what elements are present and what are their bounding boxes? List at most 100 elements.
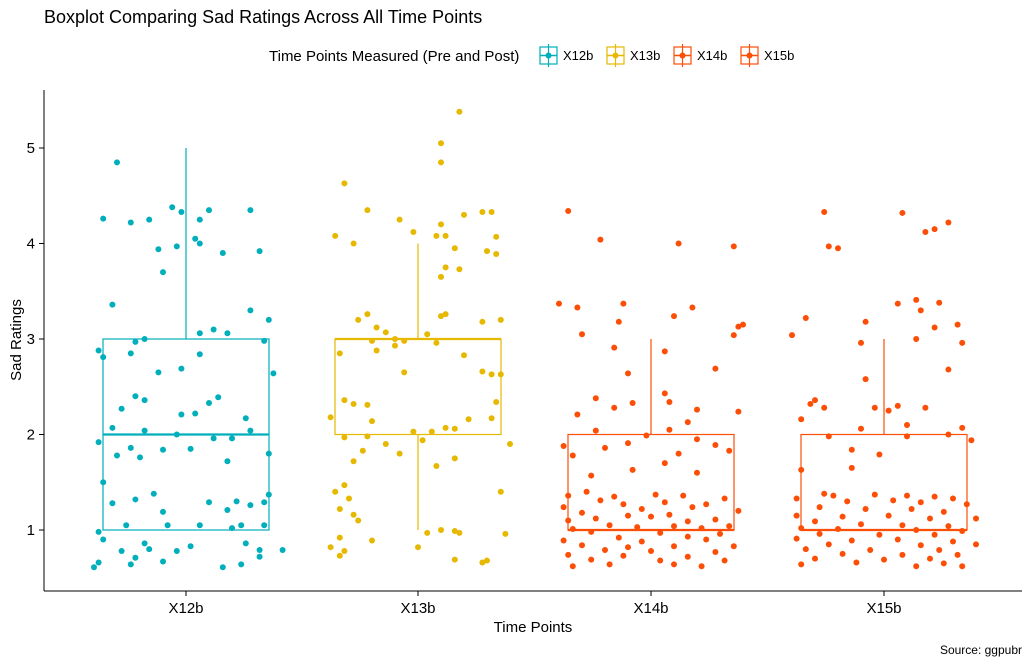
data-point <box>438 273 444 280</box>
data-point <box>698 563 705 570</box>
data-point <box>629 466 636 473</box>
data-point <box>694 406 700 413</box>
data-point <box>438 527 444 533</box>
data-point <box>671 561 677 568</box>
data-point <box>940 560 947 567</box>
x-ticks: X12b X13b X14b X15b <box>168 591 902 617</box>
y-tick-label: 4 <box>27 236 35 253</box>
legend-key-point <box>746 52 753 59</box>
data-point <box>848 464 855 471</box>
points-X12b <box>91 159 286 571</box>
data-point <box>428 428 435 435</box>
data-point <box>908 505 915 512</box>
data-point <box>132 338 139 345</box>
data-point <box>735 507 742 514</box>
data-point <box>885 407 892 414</box>
data-point <box>954 551 961 558</box>
legend-entry-X13b: X13b <box>606 44 660 67</box>
box-X15b <box>800 339 968 532</box>
legend-key-point <box>612 52 619 59</box>
data-point <box>694 469 700 476</box>
data-point <box>224 506 231 513</box>
legend-entry-X12b: X12b <box>539 44 593 67</box>
data-point <box>625 370 631 377</box>
data-point <box>355 517 362 524</box>
data-point <box>132 554 139 561</box>
legend-title: Time Points Measured (Pre and Post) <box>269 48 519 65</box>
data-point <box>141 540 148 547</box>
data-point <box>565 492 572 499</box>
data-point <box>127 219 134 226</box>
data-point <box>922 229 929 236</box>
data-point <box>638 505 645 512</box>
data-point <box>461 211 467 218</box>
data-point <box>821 208 828 215</box>
data-point <box>894 402 901 409</box>
data-point <box>592 427 599 434</box>
data-point <box>114 159 120 166</box>
data-point <box>712 442 719 449</box>
data-point <box>927 555 933 562</box>
data-point <box>270 370 277 377</box>
data-point <box>497 488 504 495</box>
data-point <box>917 307 924 314</box>
data-point <box>488 208 495 215</box>
data-point <box>247 502 254 509</box>
data-point <box>671 313 677 320</box>
data-point <box>127 561 134 568</box>
data-point <box>629 399 636 406</box>
data-point <box>899 551 906 558</box>
data-point <box>661 390 668 397</box>
data-point <box>265 316 272 323</box>
data-point <box>178 365 185 372</box>
data-point <box>341 548 348 555</box>
data-point <box>187 445 194 452</box>
data-point <box>945 219 952 226</box>
data-point <box>848 537 855 544</box>
data-point <box>233 498 240 505</box>
data-point <box>369 537 375 544</box>
data-point <box>279 547 286 554</box>
data-point <box>127 350 134 357</box>
data-point <box>574 411 581 418</box>
data-point <box>606 522 613 529</box>
data-point <box>396 450 403 457</box>
data-point <box>95 347 102 354</box>
data-point <box>588 556 595 563</box>
data-point <box>150 490 157 497</box>
data-point <box>100 215 107 222</box>
y-axis-label: Sad Ratings <box>8 299 25 381</box>
data-point <box>793 512 800 519</box>
data-point <box>160 446 166 453</box>
data-point <box>931 493 938 500</box>
data-point <box>95 528 102 535</box>
data-point <box>433 463 440 470</box>
legend-key-point <box>679 52 686 59</box>
data-point <box>373 324 380 331</box>
data-point <box>261 522 268 529</box>
data-point <box>569 563 576 570</box>
data-point <box>238 561 245 568</box>
data-point <box>415 544 421 551</box>
data-point <box>689 304 696 311</box>
data-point <box>488 415 495 422</box>
x-axis-label: Time Points <box>494 619 573 636</box>
data-point <box>242 540 249 547</box>
data-point <box>451 556 458 563</box>
data-point <box>173 243 180 250</box>
data-point <box>922 404 929 411</box>
data-point <box>196 330 203 337</box>
data-point <box>369 418 375 425</box>
data-point <box>392 342 398 349</box>
data-point <box>173 431 180 438</box>
data-point <box>802 546 809 553</box>
data-point <box>256 248 263 255</box>
data-point <box>565 208 572 215</box>
data-point <box>721 557 728 564</box>
data-point <box>712 548 719 555</box>
data-point <box>973 515 979 522</box>
data-point <box>825 433 832 440</box>
data-point <box>671 543 677 550</box>
data-point <box>451 245 458 252</box>
data-point <box>945 523 952 530</box>
